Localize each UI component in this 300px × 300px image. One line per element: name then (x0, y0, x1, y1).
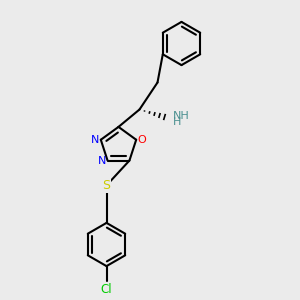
Text: S: S (103, 179, 110, 192)
Text: N: N (98, 155, 106, 166)
Text: O: O (138, 135, 146, 145)
Text: N: N (91, 135, 99, 145)
Text: Cl: Cl (101, 283, 112, 296)
Text: H: H (173, 117, 182, 127)
Text: NH: NH (173, 111, 190, 121)
